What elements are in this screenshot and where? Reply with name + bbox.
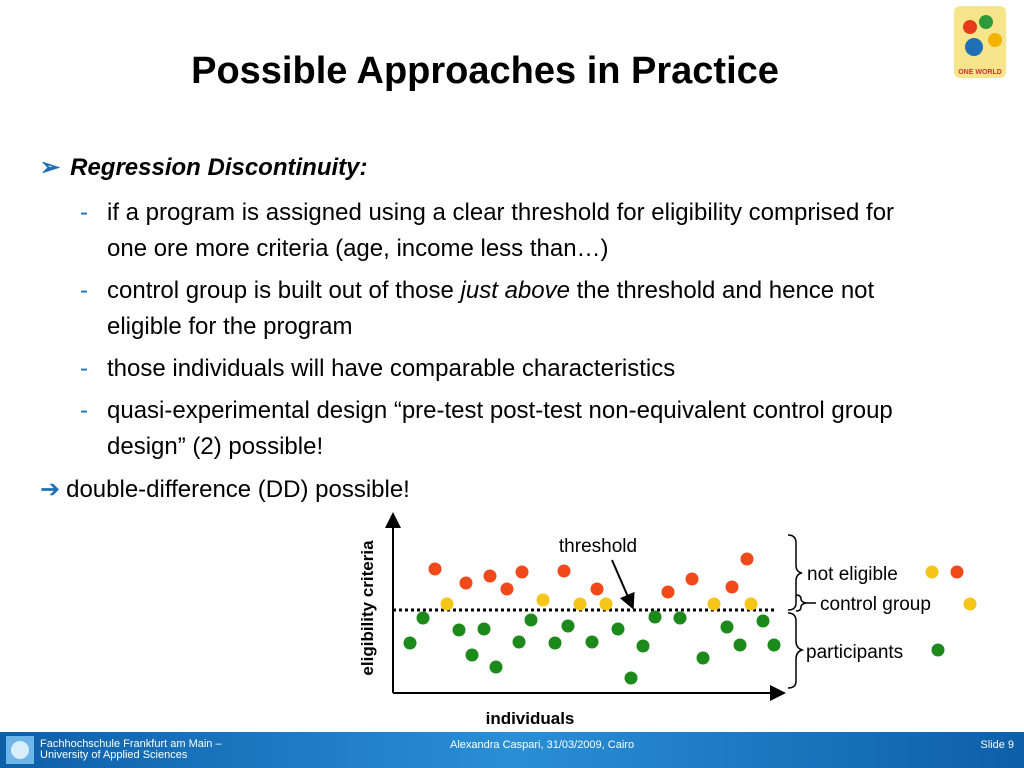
heading-text: Regression Discontinuity:: [70, 154, 368, 181]
sub-item: - if a program is assigned using a clear …: [80, 195, 930, 267]
item-text: quasi-experimental design “pre-test post…: [107, 397, 893, 460]
y-axis-label: eligibility criteria: [358, 540, 377, 676]
logo-text: ONE WORLD: [958, 69, 1002, 76]
logo-figure: [965, 38, 983, 56]
threshold-label: threshold: [559, 536, 637, 557]
sub-item: - control group is built out of those jus…: [80, 273, 930, 345]
footer-institution: Fachhochschule Frankfurt am Main – Univer…: [40, 739, 222, 761]
group-label: participants: [806, 642, 903, 663]
sub-item: - quasi-experimental design “pre-test pos…: [80, 393, 930, 465]
logo-figure: [988, 33, 1002, 47]
item-text: control group is built out of those just…: [107, 273, 930, 345]
footer-text: University of Applied Sciences: [40, 749, 188, 761]
item-emphasis: just above: [460, 277, 570, 304]
logo-figure: [979, 15, 993, 29]
footer-text: Alexandra Caspari, 31/03/2009, Cairo: [450, 739, 635, 751]
diagram: eligibility criteria individuals thresho…: [358, 512, 977, 728]
sub-item: - those individuals will have comparable …: [80, 351, 930, 387]
x-axis-label: individuals: [486, 709, 575, 728]
logo-figure: [963, 20, 977, 34]
yellow-dots: [440, 565, 977, 611]
threshold-arrow: [611, 559, 635, 610]
conclusion: ➔ double-difference (DD) possible!: [40, 476, 410, 503]
item-text: the threshold and hence not eligible for…: [107, 277, 875, 340]
group-label: control group: [820, 594, 931, 615]
footer: Fachhochschule Frankfurt am Main – Univer…: [0, 732, 1024, 768]
conclusion-text: double-difference (DD) possible!: [66, 476, 410, 503]
group-label: not eligible: [807, 564, 898, 585]
green-dots: [403, 610, 945, 685]
logo: ONE WORLD: [954, 6, 1006, 78]
slide-title: Possible Approaches in Practice: [191, 50, 779, 92]
item-text: if a program is assigned using a clear t…: [107, 199, 895, 262]
footer-text: Slide 9: [980, 739, 1014, 751]
braces: [787, 534, 816, 689]
bullet-heading: ➢ Regression Discontinuity:: [40, 154, 368, 181]
footer-text: Fachhochschule Frankfurt am Main –: [40, 738, 222, 750]
red-dots: [428, 552, 964, 599]
item-text: control group is built out of those: [107, 277, 461, 304]
item-text: those individuals will have comparable c…: [107, 355, 676, 382]
footer-logo: [6, 736, 34, 764]
